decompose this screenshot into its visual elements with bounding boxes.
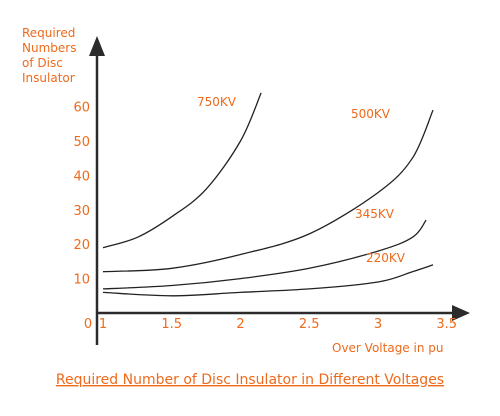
series-label-345kv: 345KV: [355, 207, 395, 221]
x-tick-labels: 1 1.5 2 2.5 3 3.5: [99, 317, 457, 332]
y-tick-label: 10: [73, 273, 90, 288]
x-tick-label: 1.5: [161, 317, 182, 332]
y-tick-label: 20: [73, 238, 90, 253]
y-tick-label: 60: [73, 101, 90, 116]
x-axis-arrow: [452, 305, 470, 321]
x-axis-title: Over Voltage in pu: [332, 341, 443, 355]
x-tick-label: 2: [236, 317, 244, 332]
y-axis-title-line: Required: [22, 26, 75, 40]
series-labels: 750KV 500KV 345KV 220KV: [197, 95, 406, 265]
series-line-750kv: [102, 92, 262, 249]
series-line-500kv: [102, 109, 434, 273]
series-label-750kv: 750KV: [197, 95, 237, 109]
x-tick-label: 3: [374, 317, 382, 332]
y-tick-label: 50: [73, 135, 90, 150]
y-axis-title-line: Insulator: [22, 71, 75, 85]
y-tick-label: 40: [73, 169, 90, 184]
x-tick-label: 1: [99, 317, 107, 332]
series-line-220kv: [102, 264, 434, 297]
series-line-345kv: [102, 219, 427, 290]
y-axis-title: Required Numbers of Disc Insulator: [22, 26, 76, 85]
y-axis-arrow: [89, 36, 105, 56]
series-curves: [102, 92, 434, 297]
y-axis-title-line: of Disc: [22, 56, 63, 70]
y-tick-labels: 10 20 30 40 50 60: [73, 101, 90, 288]
x-origin-label: 0: [84, 317, 92, 332]
chart-title: Required Number of Disc Insulator in Dif…: [56, 372, 444, 388]
series-label-220kv: 220KV: [366, 251, 406, 265]
y-tick-label: 30: [73, 204, 90, 219]
series-label-500kv: 500KV: [351, 107, 391, 121]
y-axis-title-line: Numbers: [22, 41, 76, 55]
x-tick-label: 2.5: [299, 317, 320, 332]
x-tick-label: 3.5: [436, 317, 457, 332]
